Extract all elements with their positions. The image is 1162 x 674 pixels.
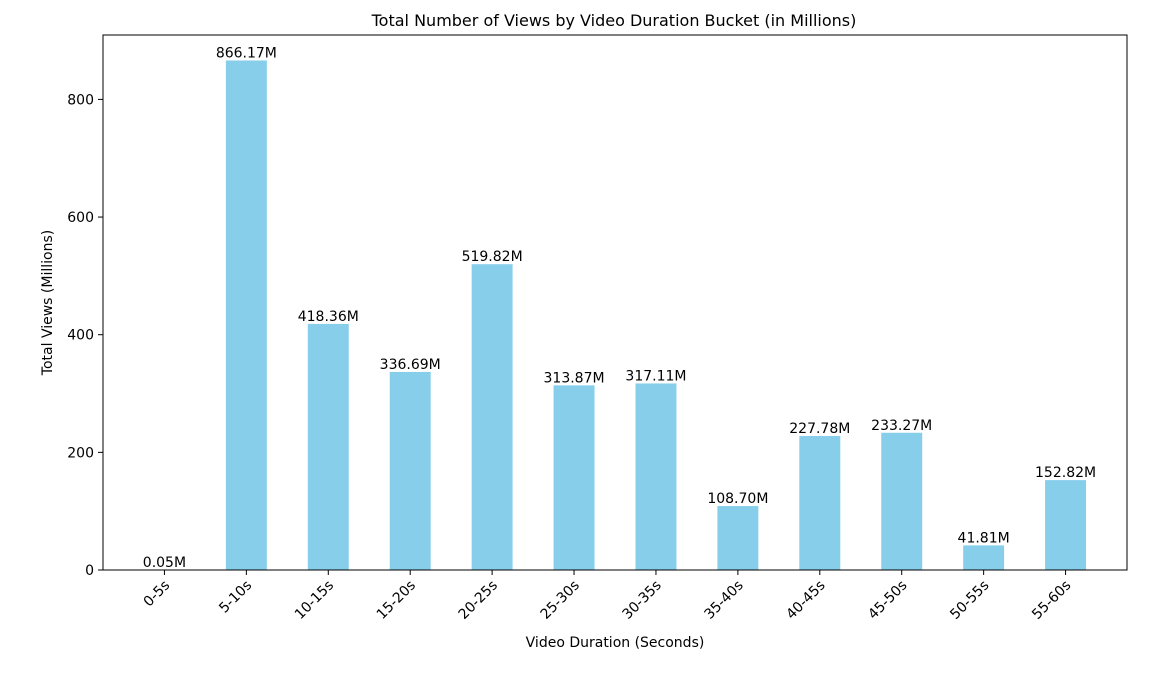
y-tick-label: 200 xyxy=(67,445,94,461)
x-tick-label: 5-10s xyxy=(216,578,255,617)
data-label: 418.36M xyxy=(298,309,359,325)
y-tick-label: 600 xyxy=(67,210,94,226)
data-label: 41.81M xyxy=(958,530,1010,546)
x-tick-label: 55-60s xyxy=(1029,578,1074,623)
data-label: 336.69M xyxy=(380,357,441,373)
bar-50-55s xyxy=(963,545,1005,570)
x-tick-label: 35-40s xyxy=(701,578,746,623)
data-label: 108.70M xyxy=(707,491,768,507)
plot-frame xyxy=(102,34,1128,571)
data-labels: 0.05M 866.17M 418.36M 336.69M 519.82M 313.87M… xyxy=(143,45,1096,570)
x-tick-label: 10-15s xyxy=(292,578,337,623)
bars xyxy=(143,60,1087,571)
x-tick-label: 15-20s xyxy=(374,578,419,623)
x-axis-label: Video Duration (Seconds) xyxy=(526,635,705,651)
x-tick-label: 30-35s xyxy=(620,578,665,623)
data-label: 152.82M xyxy=(1035,465,1096,481)
data-label: 313.87M xyxy=(544,370,605,386)
bar-25-30s xyxy=(553,385,595,570)
data-label: 519.82M xyxy=(462,249,523,265)
bar-55-60s xyxy=(1045,480,1087,570)
x-tick-label: 40-45s xyxy=(783,578,828,623)
data-label: 233.27M xyxy=(871,418,932,434)
bar-40-45s xyxy=(799,436,841,570)
y-tick-label: 400 xyxy=(67,328,94,344)
data-label: 866.17M xyxy=(216,45,277,61)
x-tick-label: 20-25s xyxy=(456,578,501,623)
chart-title: Total Number of Views by Video Duration … xyxy=(371,11,857,30)
bar-35-40s xyxy=(717,506,759,570)
data-label: 0.05M xyxy=(143,555,186,571)
y-axis-label: Total Views (Millions) xyxy=(40,230,56,376)
data-label: 227.78M xyxy=(789,421,850,437)
bar-20-25s xyxy=(471,264,513,570)
bar-5-10s xyxy=(225,60,267,571)
x-tick-label: 45-50s xyxy=(865,578,910,623)
x-axis: 0-5s 5-10s 10-15s 15-20s 20-25s 25-30s 30-35s 3… xyxy=(141,570,1074,623)
y-tick-label: 0 xyxy=(85,563,94,579)
x-tick-label: 25-30s xyxy=(538,578,583,623)
data-label: 317.11M xyxy=(625,368,686,384)
bar-10-15s xyxy=(307,323,349,570)
bar-30-35s xyxy=(635,383,677,570)
y-tick-label: 800 xyxy=(67,92,94,108)
x-tick-label: 0-5s xyxy=(141,578,174,611)
y-axis: 0 200 400 600 800 xyxy=(67,92,103,579)
bar-15-20s xyxy=(389,371,431,570)
bar-45-50s xyxy=(881,432,923,570)
x-tick-label: 50-55s xyxy=(947,578,992,623)
